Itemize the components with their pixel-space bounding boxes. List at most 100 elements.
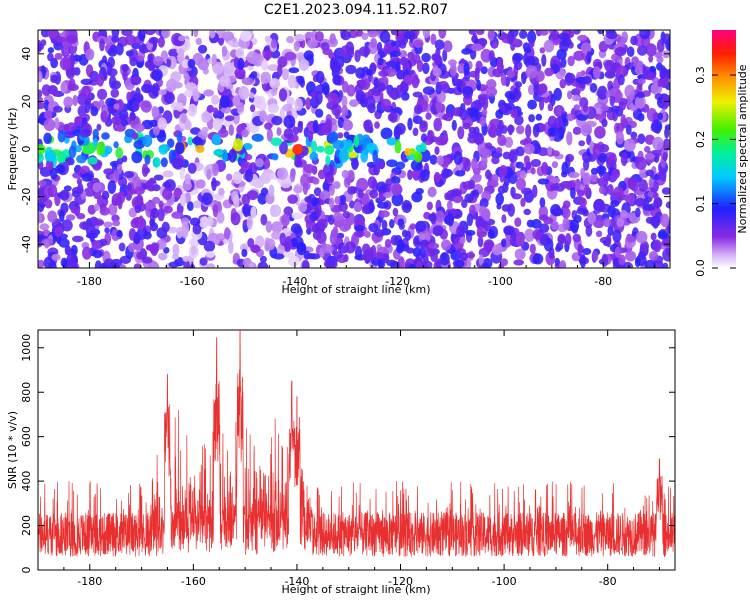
- heatmap-cell: [497, 185, 506, 195]
- heatmap-cell: [201, 192, 213, 206]
- heatmap-cell: [527, 84, 535, 95]
- heatmap-cell: [38, 101, 46, 110]
- heatmap-cell: [455, 170, 466, 177]
- heatmap-cell: [538, 30, 549, 36]
- heatmap-cell: [108, 203, 118, 216]
- heatmap-cell: [597, 30, 605, 35]
- heatmap-cell: [639, 30, 651, 40]
- heatmap-cell: [430, 251, 438, 263]
- heatmap-cell: [620, 210, 628, 218]
- heatmap-cell: [157, 36, 165, 48]
- heatmap-cell: [477, 235, 484, 248]
- heatmap-x-label: Height of straight line (km): [281, 283, 430, 296]
- heatmap-cell: [181, 112, 187, 124]
- colorbar-tick-label: 0.3: [694, 66, 707, 84]
- heatmap-cell: [479, 198, 489, 209]
- colorbar-gradient: [712, 30, 736, 268]
- heatmap-cell: [435, 258, 442, 268]
- heatmap-cell: [319, 190, 331, 201]
- heatmap-cell: [442, 40, 453, 53]
- heatmap-cell: [206, 104, 214, 113]
- heatmap-cell: [564, 72, 576, 84]
- heatmap-cell: [644, 259, 657, 268]
- heatmap-cell: [572, 94, 581, 102]
- heatmap-cell: [595, 230, 603, 238]
- heatmap-cell: [212, 61, 225, 75]
- heatmap-cell: [38, 42, 44, 51]
- heatmap-cell: [149, 261, 160, 268]
- heatmap-cell: [70, 206, 78, 214]
- heatmap-cell: [220, 106, 232, 114]
- heatmap-cell: [355, 245, 363, 260]
- heatmap-cell: [187, 162, 197, 174]
- heatmap-cell: [438, 30, 447, 39]
- heatmap-cell: [448, 59, 457, 67]
- heatmap-cell: [592, 66, 601, 79]
- heatmap-cell: [290, 237, 298, 248]
- heatmap-cell: [580, 167, 586, 179]
- heatmap-cell: [158, 144, 169, 155]
- heatmap-cell: [480, 66, 488, 75]
- heatmap-cell: [120, 119, 129, 127]
- heatmap-cell: [615, 122, 625, 133]
- heatmap-cell: [475, 215, 484, 230]
- heatmap-cell: [604, 60, 616, 73]
- heatmap-cell: [306, 253, 316, 260]
- heatmap-cell: [368, 223, 379, 233]
- heatmap-cell: [203, 240, 216, 252]
- heatmap-cell: [303, 163, 315, 174]
- heatmap-cell: [233, 138, 244, 152]
- heatmap-cell: [345, 64, 357, 75]
- heatmap-cell: [661, 187, 670, 195]
- heatmap-cell: [618, 101, 626, 111]
- heatmap-cell: [528, 114, 535, 123]
- heatmap-cell: [181, 59, 190, 69]
- heatmap-cell: [91, 240, 102, 250]
- heatmap-cell: [561, 161, 569, 175]
- heatmap-cell: [648, 177, 654, 189]
- heatmap-cell: [435, 99, 442, 113]
- heatmap-cell: [659, 65, 667, 79]
- heatmap-cell: [528, 39, 535, 48]
- heatmap-cell: [530, 159, 542, 167]
- heatmap-cell: [329, 231, 337, 246]
- heatmap-cell: [441, 168, 450, 180]
- heatmap-cell: [420, 239, 430, 246]
- heatmap-cell: [286, 35, 295, 44]
- heatmap-cell: [191, 136, 203, 145]
- heatmap-cell: [377, 57, 384, 66]
- heatmap-cell: [661, 239, 670, 247]
- heatmap-cell: [364, 230, 371, 238]
- heatmap-cell: [153, 157, 161, 168]
- heatmap-cell: [260, 214, 268, 226]
- heatmap-cell: [158, 200, 164, 209]
- heatmap-cell: [508, 124, 514, 136]
- heatmap-cell: [412, 127, 419, 137]
- heatmap-cell: [356, 177, 369, 192]
- heatmap-cell: [614, 246, 621, 258]
- heatmap-cell: [315, 70, 325, 84]
- heatmap-cell: [447, 200, 453, 211]
- heatmap-cell: [526, 219, 535, 228]
- heatmap-cell: [234, 67, 246, 78]
- heatmap-cell: [286, 96, 295, 107]
- heatmap-cell: [294, 98, 304, 111]
- heatmap-cell: [187, 103, 198, 117]
- heatmap-cell: [449, 62, 457, 77]
- heatmap-cell: [426, 201, 433, 211]
- heatmap-cell: [132, 100, 140, 112]
- heatmap-cell: [276, 127, 282, 136]
- heatmap-cell: [232, 171, 243, 185]
- heatmap-cell: [514, 60, 523, 71]
- heatmap-cell: [195, 37, 202, 46]
- heatmap-cell: [312, 119, 319, 134]
- heatmap-cell: [183, 72, 190, 80]
- heatmap-cell: [374, 252, 385, 260]
- heatmap-cell: [486, 86, 498, 97]
- heatmap-cell: [342, 119, 353, 131]
- heatmap-cell: [398, 41, 407, 49]
- heatmap-cell: [228, 148, 237, 163]
- heatmap-cell: [513, 259, 524, 266]
- heatmap-cell: [74, 116, 83, 125]
